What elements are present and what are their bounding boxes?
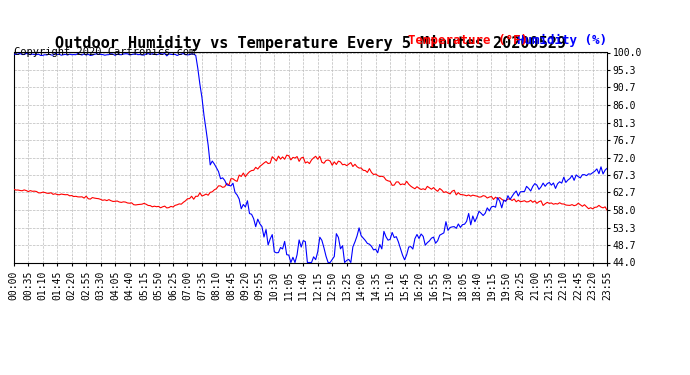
Text: Humidity (%): Humidity (%): [518, 34, 607, 47]
Text: Temperature (°F): Temperature (°F): [408, 34, 528, 47]
Text: Copyright 2020 Cartronics.com: Copyright 2020 Cartronics.com: [14, 47, 195, 57]
Title: Outdoor Humidity vs Temperature Every 5 Minutes 20200529: Outdoor Humidity vs Temperature Every 5 …: [55, 35, 566, 51]
